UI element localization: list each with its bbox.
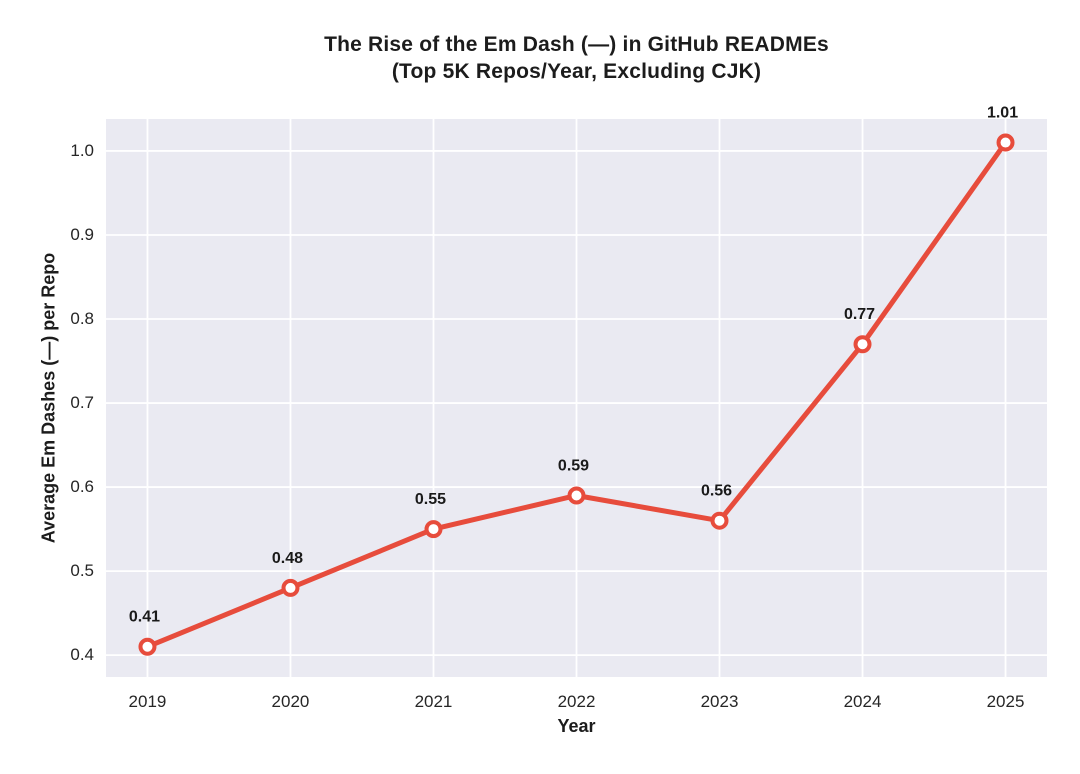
data-point-label: 0.55 (415, 491, 446, 508)
data-point-marker (853, 335, 872, 354)
data-point-label: 0.41 (129, 609, 160, 626)
y-tick-label: 0.5 (70, 561, 94, 581)
data-point-label: 0.56 (701, 483, 732, 500)
data-point-marker (996, 133, 1015, 152)
y-tick-label: 0.9 (70, 224, 94, 244)
x-tick-label: 2021 (414, 692, 453, 711)
chart-canvas: 0.41 0.48 0.55 0.59 0.56 0.77 1.01 (106, 105, 1047, 677)
x-tick-label: 2019 (128, 692, 167, 711)
chart-title: The Rise of the Em Dash (—) in GitHub RE… (106, 31, 1047, 85)
x-tick-label: 2025 (986, 692, 1025, 711)
data-point-marker (281, 578, 300, 597)
x-tick-label: 2023 (700, 692, 739, 711)
data-point-label: 0.77 (844, 306, 875, 323)
x-tick-label: 2020 (271, 692, 310, 711)
y-tick-label: 0.8 (70, 309, 94, 328)
data-point-marker (138, 637, 157, 656)
data-point-label: 1.01 (987, 105, 1018, 122)
data-point-marker (567, 486, 586, 505)
data-point-marker (710, 511, 729, 530)
x-axis-label: Year (557, 716, 596, 736)
data-point-marker (424, 520, 443, 539)
y-tick-label: 0.6 (70, 477, 94, 497)
x-tick-label: 2024 (843, 692, 882, 711)
data-point-label: 0.59 (558, 457, 589, 474)
chart-title-line1: The Rise of the Em Dash (—) in GitHub RE… (324, 33, 829, 56)
chart-title-line2: (Top 5K Repos/Year, Excluding CJK) (391, 60, 762, 83)
y-tick-label: 0.7 (70, 393, 94, 413)
plot-area: 0.41 0.48 0.55 0.59 0.56 0.77 1.01 (106, 105, 1047, 677)
x-tick-label: 2022 (557, 692, 596, 711)
y-tick-label: 0.4 (70, 645, 94, 665)
y-tick-label: 1.0 (70, 140, 94, 160)
data-point-label: 0.48 (272, 550, 303, 567)
